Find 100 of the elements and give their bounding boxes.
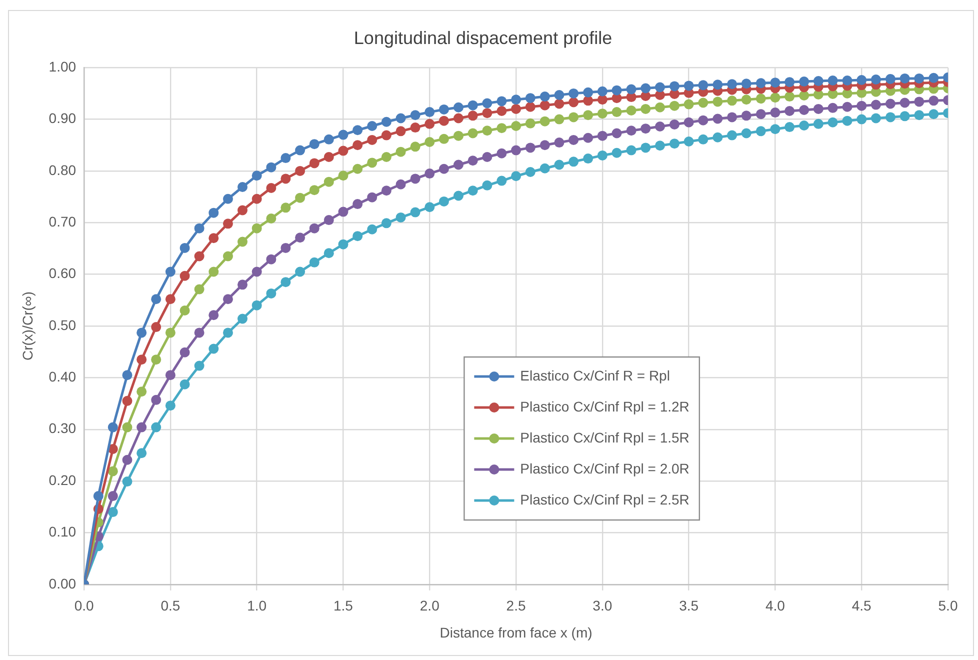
point [237, 280, 248, 290]
y-tick-label: 0.60 [48, 265, 76, 282]
point [309, 223, 320, 234]
y-tick-label: 0.10 [48, 524, 76, 540]
point [554, 114, 564, 124]
point [540, 140, 550, 150]
point [654, 102, 665, 112]
point [597, 94, 608, 105]
point [309, 185, 320, 196]
point [136, 422, 147, 432]
point [482, 126, 492, 136]
point [222, 294, 233, 304]
point [338, 206, 348, 217]
point [280, 174, 291, 184]
point [324, 176, 334, 187]
x-tick-label: 4.0 [765, 598, 786, 614]
point [295, 192, 306, 203]
point [583, 110, 594, 120]
y-tick-label: 0.00 [48, 575, 76, 592]
point [669, 100, 680, 111]
point [540, 100, 550, 110]
x-tick-label: 3.0 [592, 598, 612, 614]
legend-label: Plastico Cx/Cinf Rpl = 2.0R [520, 460, 690, 476]
point [770, 92, 780, 103]
point [208, 344, 219, 354]
point [453, 113, 464, 124]
point [352, 231, 363, 242]
point [410, 122, 420, 133]
point [108, 507, 118, 518]
point [784, 92, 795, 102]
point [237, 236, 248, 247]
point [626, 145, 636, 156]
point [511, 171, 522, 182]
point [900, 111, 910, 122]
point [540, 163, 550, 174]
point [122, 454, 132, 465]
point [842, 102, 852, 112]
point [870, 100, 881, 110]
point [540, 116, 550, 126]
point [424, 168, 435, 179]
point [525, 118, 536, 128]
point [194, 284, 204, 294]
point [784, 122, 795, 132]
point [208, 310, 219, 320]
point [928, 96, 939, 106]
point [136, 354, 147, 365]
y-tick-label: 0.50 [48, 316, 76, 333]
point [222, 328, 233, 338]
point [208, 266, 219, 277]
point [309, 257, 320, 268]
point [108, 466, 118, 476]
point [885, 98, 896, 109]
point [222, 218, 233, 229]
point [698, 98, 708, 108]
point [568, 112, 579, 122]
point [727, 112, 738, 122]
point [151, 322, 162, 332]
x-tick-label: 0.0 [74, 598, 94, 614]
y-tick-label: 0.40 [48, 368, 76, 385]
point [870, 113, 881, 124]
x-tick-label: 5.0 [938, 598, 958, 614]
point [468, 110, 478, 121]
point [712, 132, 723, 142]
point [468, 186, 478, 196]
point [756, 94, 766, 104]
point [712, 96, 723, 107]
point [496, 123, 507, 134]
point [626, 105, 636, 116]
x-tick-label: 2.5 [506, 598, 526, 614]
point [410, 207, 420, 218]
point [669, 119, 680, 130]
point [813, 104, 824, 114]
point [165, 328, 176, 338]
point [511, 121, 522, 131]
x-tick-label: 2.0 [420, 598, 440, 614]
point [856, 100, 867, 111]
point [165, 294, 176, 304]
point [525, 102, 536, 112]
point [367, 192, 378, 202]
point [612, 128, 622, 138]
point [266, 183, 276, 194]
point [122, 396, 132, 406]
point [654, 140, 665, 151]
point [914, 110, 924, 120]
point [165, 370, 176, 380]
point [626, 126, 636, 136]
point [266, 288, 276, 298]
point [684, 136, 694, 147]
point [741, 94, 752, 105]
point [252, 194, 262, 204]
point [324, 152, 334, 162]
x-tick-label: 3.5 [679, 598, 699, 614]
point [799, 90, 810, 101]
point [828, 117, 838, 128]
point [295, 266, 306, 277]
point [583, 132, 594, 143]
legend-label: Plastico Cx/Cinf Rpl = 1.2R [520, 398, 690, 414]
point [756, 109, 766, 120]
legend-label: Plastico Cx/Cinf Rpl = 2.5R [520, 491, 690, 508]
point [237, 314, 248, 324]
